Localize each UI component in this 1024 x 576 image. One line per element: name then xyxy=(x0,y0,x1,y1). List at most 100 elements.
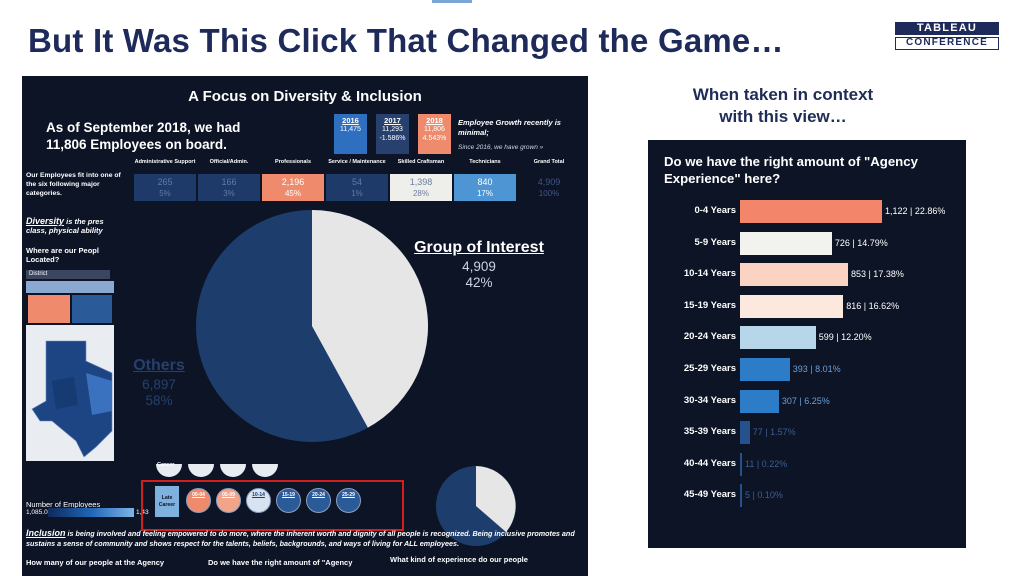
circle-label: 10-14 xyxy=(252,492,265,498)
year-tile-2016[interactable]: 2016 11,475 xyxy=(334,114,367,154)
year-count: 11,293 xyxy=(382,126,403,133)
category-cell[interactable]: 166 3% xyxy=(198,174,260,201)
experience-circle-15-19[interactable]: 15-19 xyxy=(276,488,301,513)
group-pie-chart[interactable] xyxy=(192,206,432,446)
category-pct: 5% xyxy=(159,189,171,198)
category-count: 2,196 xyxy=(281,177,305,187)
category-cell[interactable]: 54 1% xyxy=(326,174,388,201)
category-cell[interactable]: 265 5% xyxy=(134,174,196,201)
others-pct: 58% xyxy=(145,393,173,408)
experience-bar[interactable] xyxy=(740,484,742,508)
year-count: 11,475 xyxy=(340,126,361,133)
caption-line-1: When taken in context xyxy=(692,85,874,104)
experience-bar[interactable] xyxy=(740,294,844,318)
category-cell[interactable]: 4,909 100% xyxy=(518,174,580,201)
category-cell[interactable]: 1,398 28% xyxy=(390,174,452,201)
category-pct: 28% xyxy=(412,189,429,198)
half-circle-marker xyxy=(252,464,278,477)
inclusion-text: Inclusion is being involved and feeling … xyxy=(26,528,584,549)
location-question: Where are our Peopl Located? xyxy=(26,246,99,264)
circle-label: 25-29 xyxy=(342,492,355,498)
category-cell[interactable]: 840 17% xyxy=(454,174,516,201)
logo-line-1: TABLEAU xyxy=(895,22,999,35)
others-count: 6,897 xyxy=(142,377,176,392)
bar-value-label: 11 | 0.22% xyxy=(745,458,788,469)
category-count: 840 xyxy=(477,177,493,187)
bar-category-label: 30-34 Years xyxy=(683,394,736,406)
diversity-text: Diversity is the pres class, physical ab… xyxy=(26,216,112,236)
dashboard-title: A Focus on Diversity & Inclusion xyxy=(188,88,422,105)
since-note: Since 2016, we have grown » xyxy=(458,144,544,151)
question-1: How many of our people at the Agency xyxy=(26,558,165,567)
category-pct: 45% xyxy=(284,189,301,198)
experience-circle-10-14[interactable]: 10-14 xyxy=(246,488,271,513)
experience-bar[interactable] xyxy=(740,452,742,476)
region-shape xyxy=(86,373,112,415)
year-tile-2017[interactable]: 2017 11,293 -1.586% xyxy=(376,114,409,154)
bar-value-label: 1,122 | 22.86% xyxy=(885,206,946,216)
year-label: 2018 xyxy=(426,116,443,125)
tableau-conference-logo: TABLEAU CONFERENCE xyxy=(895,22,999,50)
year-tile-2018[interactable]: 2018 11,806 4.543% xyxy=(418,114,451,154)
district-map[interactable] xyxy=(26,281,114,461)
category-header: Administrative Support xyxy=(134,159,196,165)
career-label: Career xyxy=(157,462,175,468)
half-circle-marker xyxy=(156,464,182,477)
goi-count: 4,909 xyxy=(462,259,496,274)
experience-bar[interactable] xyxy=(740,358,790,381)
year-change: -1.586% xyxy=(379,135,406,142)
category-count: 1,398 xyxy=(409,177,433,187)
highlight-box xyxy=(141,480,404,531)
experience-bar[interactable] xyxy=(740,389,779,413)
bar-category-label: 0-4 Years xyxy=(694,205,736,216)
category-header: Grand Total xyxy=(533,159,565,165)
district-tile-metro xyxy=(28,295,70,323)
diversity-body: is the pres class, physical ability xyxy=(26,217,104,235)
inclusion-title: Inclusion xyxy=(26,528,66,538)
circle-label: 05-09 xyxy=(222,492,235,498)
experience-circle-05-09[interactable]: 05-09 xyxy=(216,488,241,513)
category-header: Technicians xyxy=(469,159,501,165)
category-count: 265 xyxy=(157,177,173,187)
circle-label: 20-24 xyxy=(312,492,325,498)
half-circle-marker xyxy=(220,464,246,477)
others-mini-pie[interactable] xyxy=(434,464,518,548)
bar-category-label: 15-19 Years xyxy=(683,299,736,311)
bar-value-label: 816 | 16.62% xyxy=(846,300,900,311)
experience-circle-20-24[interactable]: 20-24 xyxy=(306,488,331,513)
categories-intro: Our Employees fit into one of the six fo… xyxy=(26,172,121,197)
caption-line-2: with this view… xyxy=(719,107,847,126)
bar-category-label: 45-49 Years xyxy=(683,489,736,501)
others-values: 6,897 58% xyxy=(126,377,192,409)
experience-bar[interactable] xyxy=(740,326,816,350)
year-label: 2016 xyxy=(342,116,359,125)
circle-label: 15-19 xyxy=(282,492,295,498)
diversity-dashboard: A Focus on Diversity & Inclusion As of S… xyxy=(22,76,588,576)
experience-bar[interactable] xyxy=(740,200,882,223)
experience-bar[interactable] xyxy=(740,263,848,287)
inclusion-body: is being involved and feeling empowered … xyxy=(26,529,575,548)
goi-pct: 42% xyxy=(465,275,493,290)
late-career-button[interactable]: Late Career xyxy=(155,486,179,517)
slide-title: But It Was This Click That Changed the G… xyxy=(28,22,784,59)
category-pct: 17% xyxy=(476,189,493,198)
experience-circle-25-29[interactable]: 25-29 xyxy=(336,488,361,513)
bar-value-label: 599 | 12.20% xyxy=(818,332,872,343)
question-2: Do we have the right amount of "Agency xyxy=(208,558,353,567)
bar-value-label: 5 | 0.10% xyxy=(745,490,783,501)
year-change: 4.543% xyxy=(422,135,447,142)
experience-circle-00-04[interactable]: 00-04 xyxy=(186,488,211,513)
experience-bar[interactable] xyxy=(740,421,750,445)
category-header: Skilled Craftsman xyxy=(397,159,445,165)
diversity-title: Diversity xyxy=(26,216,65,226)
employee-count-legend-title: Number of Employees xyxy=(26,500,101,509)
bar-value-label: 393 | 8.01% xyxy=(792,364,841,374)
others-label: Others xyxy=(133,357,185,374)
chart-title: Do we have the right amount of "Agency E… xyxy=(664,154,918,186)
category-cell[interactable]: 2,196 45% xyxy=(262,174,324,201)
bar-value-label: 307 | 6.25% xyxy=(781,395,830,406)
district-filter-label[interactable]: District xyxy=(26,270,110,279)
year-count: 11,806 xyxy=(424,126,445,133)
experience-bar[interactable] xyxy=(740,231,832,255)
group-of-interest-label: Group of Interest xyxy=(414,239,544,256)
